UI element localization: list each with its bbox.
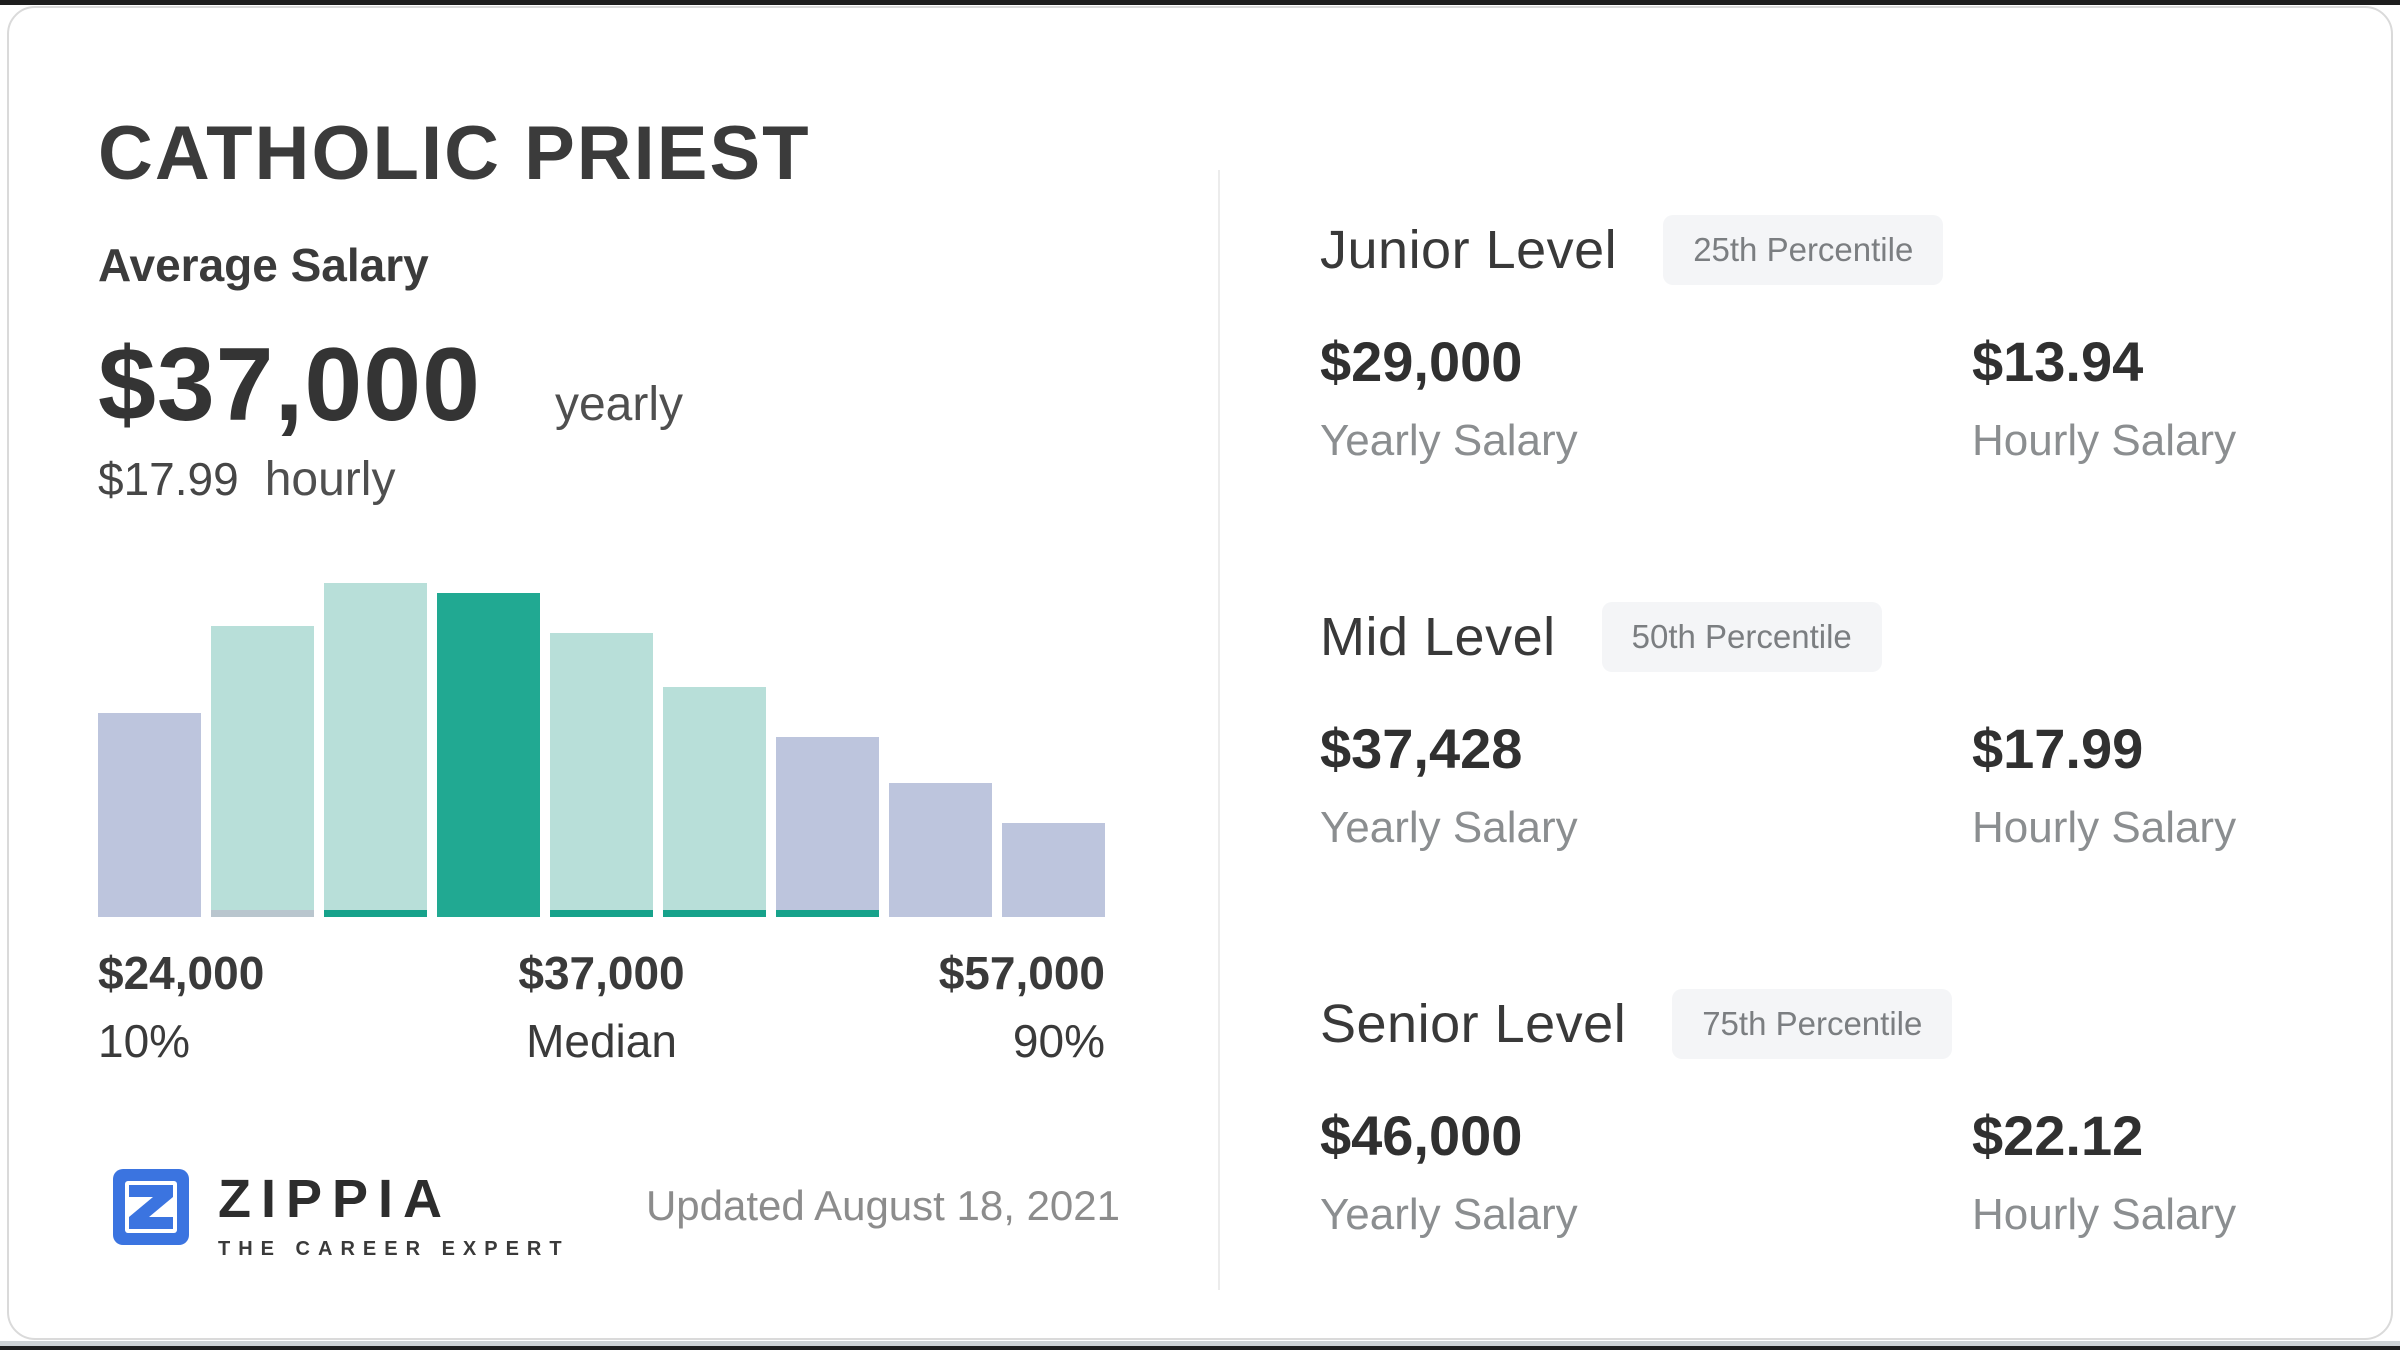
histogram-bar-1[interactable] <box>98 713 201 917</box>
histogram-value-row: $24,000 $37,000 $57,000 <box>98 946 1105 1006</box>
yearly-salary-row: $37,000 yearly <box>98 326 683 445</box>
mid-yearly-value: $37,428 <box>1320 717 1523 780</box>
junior-hourly-label: Hourly Salary <box>1972 416 2237 465</box>
yearly-unit-label: yearly <box>554 378 683 431</box>
junior-level-title: Junior Level <box>1320 220 1618 280</box>
p10-value: $24,000 <box>98 947 265 999</box>
senior-hourly-value: $22.12 <box>1972 1104 2144 1167</box>
histogram-bar-strip <box>324 910 427 917</box>
histogram-bar-4[interactable] <box>437 593 540 917</box>
senior-level-title: Senior Level <box>1320 994 1627 1054</box>
histogram-bar-3[interactable] <box>324 583 427 917</box>
p90-label: 90% <box>1012 1015 1105 1067</box>
histogram-bar-2[interactable] <box>211 626 314 917</box>
page-title: CATHOLIC PRIEST <box>98 111 811 196</box>
mid-hourly-label: Hourly Salary <box>1972 803 2237 852</box>
histogram-bar-7[interactable] <box>776 737 879 917</box>
zippia-logo: ZIPPIA THE CAREER EXPERT <box>112 1168 570 1261</box>
average-salary-label: Average Salary <box>98 239 429 291</box>
senior-yearly-value: $46,000 <box>1320 1104 1523 1167</box>
mid-yearly-label: Yearly Salary <box>1320 803 1578 852</box>
hourly-salary-value: $17.99 <box>98 453 239 505</box>
mid-level-section: Mid Level 50th Percentile $37,428 Yearly… <box>1320 602 2330 853</box>
hourly-unit-label: hourly <box>264 453 396 506</box>
senior-level-section: Senior Level 75th Percentile $46,000 Yea… <box>1320 989 2330 1240</box>
senior-hourly-label: Hourly Salary <box>1972 1190 2237 1239</box>
brand-tagline: THE CAREER EXPERT <box>218 1238 570 1260</box>
p10-label: 10% <box>98 1015 191 1067</box>
histogram-bar-9[interactable] <box>1002 823 1105 917</box>
senior-yearly-label: Yearly Salary <box>1320 1190 1578 1239</box>
histogram-bar-5[interactable] <box>550 633 653 917</box>
junior-percentile-badge: 25th Percentile <box>1663 215 1944 285</box>
zippia-logo-icon <box>113 1169 189 1245</box>
senior-percentile-badge: 75th Percentile <box>1672 989 1953 1059</box>
bottom-edge-gray <box>0 1341 2400 1346</box>
mid-percentile-badge: 50th Percentile <box>1601 602 1882 672</box>
histogram-bar-strip <box>550 910 653 917</box>
junior-yearly-value: $29,000 <box>1320 330 1523 393</box>
histogram-bar-strip <box>211 910 314 917</box>
junior-level-section: Junior Level 25th Percentile $29,000 Yea… <box>1320 215 2330 466</box>
histogram-bar-strip <box>776 910 879 917</box>
bottom-edge <box>0 1346 2400 1350</box>
brand-name: ZIPPIA <box>218 1169 453 1229</box>
salary-histogram <box>98 583 1105 917</box>
median-value: $37,000 <box>518 947 685 999</box>
updated-date: Updated August 18, 2021 <box>645 1182 1120 1229</box>
histogram-bar-8[interactable] <box>889 783 992 917</box>
histogram-bar-strip <box>663 910 766 917</box>
yearly-salary-value: $37,000 <box>98 327 481 443</box>
hourly-salary-row: $17.99 hourly <box>98 452 395 507</box>
histogram-label-row: 10% Median 90% <box>98 1014 1105 1074</box>
median-label: Median <box>526 1015 677 1067</box>
junior-yearly-label: Yearly Salary <box>1320 416 1578 465</box>
junior-hourly-value: $13.94 <box>1972 330 2144 393</box>
vertical-divider <box>1218 170 1220 1290</box>
mid-hourly-value: $17.99 <box>1972 717 2144 780</box>
p90-value: $57,000 <box>938 947 1105 999</box>
top-edge <box>0 0 2400 5</box>
mid-level-title: Mid Level <box>1320 607 1556 667</box>
histogram-bar-6[interactable] <box>663 687 766 917</box>
